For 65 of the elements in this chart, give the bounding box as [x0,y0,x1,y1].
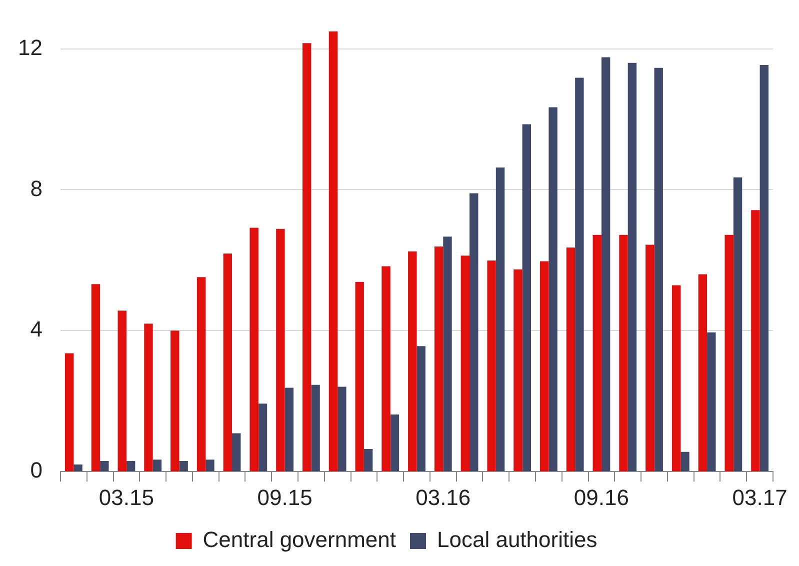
bar [654,68,663,472]
bar [284,388,294,472]
y-tick-label: 8 [30,176,42,201]
bar [619,234,628,472]
bar [232,433,241,472]
bar [152,460,162,472]
bar [250,228,258,472]
bar [601,57,610,472]
bar [91,284,100,472]
bar [443,236,452,472]
bar [672,285,681,472]
bar [179,461,188,472]
bar [382,266,390,472]
bar [206,460,214,472]
bar [223,254,232,472]
bar [751,210,760,472]
bar [276,228,285,472]
bar [126,461,136,472]
bar [575,78,584,472]
bar [434,246,444,472]
bar [311,384,320,472]
bar [628,62,637,472]
bar [338,386,346,472]
bar [328,31,338,472]
x-tick-label: 03.16 [416,484,471,510]
bar [416,346,426,472]
bar [64,353,74,472]
bar [364,449,373,472]
legend-label: Local authorities [437,527,598,552]
bar [707,332,716,472]
bar [548,107,558,472]
bar [100,461,109,472]
bar [470,193,478,472]
y-tick-label: 4 [30,316,42,342]
bar [566,248,576,472]
bar [496,168,505,472]
bar [698,274,708,472]
bar [170,330,180,472]
bar [646,244,654,472]
bar [514,269,522,472]
x-tick-label: 03.17 [732,484,788,510]
x-tick-label: 09.16 [574,484,629,510]
legend-label: Central government [202,527,396,552]
bar [390,414,400,472]
y-tick-label: 12 [18,34,42,60]
bar [118,310,126,472]
bar [74,464,82,472]
bar [680,452,690,472]
y-tick-label: 0 [30,458,42,483]
bar [522,124,532,472]
bar [144,324,153,472]
x-tick-label: 09.15 [257,484,312,510]
bar [733,177,742,472]
bar [258,404,268,472]
bar [196,277,206,472]
bar [724,234,734,472]
bar [460,256,470,472]
bar [487,260,496,472]
x-tick-label: 03.15 [98,484,154,510]
bar [592,234,602,472]
bar [760,65,769,472]
bar [408,251,417,472]
bar [540,261,549,472]
bar [302,43,312,472]
bar [355,282,364,472]
